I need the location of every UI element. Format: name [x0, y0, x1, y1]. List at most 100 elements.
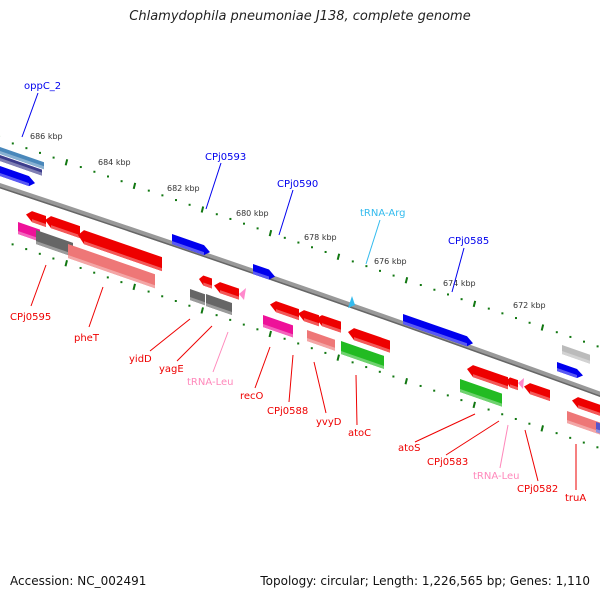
gene-cpj0588 [298, 310, 319, 327]
upper-ruler-minor-tick [229, 217, 232, 220]
ruler-label: 684 kbp [98, 158, 131, 167]
gene-shade [578, 405, 600, 416]
gene-phet [78, 230, 162, 272]
lower-ruler-minor-tick [215, 314, 218, 317]
gene-label: CPj0588 [267, 406, 308, 417]
gene-shade [403, 321, 467, 347]
upper-ruler-minor-tick [79, 166, 82, 169]
genome-backbone [0, 183, 600, 397]
lower-ruler-minor-tick [378, 370, 381, 373]
ruler-label: 672 kbp [513, 301, 546, 310]
label-leader [149, 318, 191, 352]
lower-ruler-minor-tick [310, 347, 313, 350]
lower-ruler-minor-tick [25, 248, 28, 251]
label-leader [21, 92, 39, 138]
gene-shade [510, 384, 518, 391]
lower-ruler-major-tick [336, 354, 340, 361]
gene-feature [562, 345, 590, 364]
gene-yidd [199, 275, 212, 289]
gene-label: CPj0593 [205, 152, 246, 163]
gene-feature [341, 341, 384, 369]
trna-leu-marker [518, 378, 524, 389]
gene-label: recO [240, 391, 264, 402]
gene-shade [562, 351, 590, 364]
gene-feature [45, 216, 80, 239]
gene-shade [18, 231, 40, 242]
lower-ruler-major-tick [472, 401, 476, 409]
lower-ruler-minor-tick [256, 328, 259, 331]
upper-ruler-minor-tick [11, 142, 14, 145]
lower-ruler-major-tick [268, 330, 272, 338]
gene-feature [190, 289, 205, 306]
lower-ruler-major-tick [64, 260, 68, 267]
gene-label: tRNA-Arg [360, 208, 405, 219]
gene-shade [596, 429, 600, 434]
upper-ruler-major-tick [404, 277, 409, 284]
upper-ruler-minor-tick [569, 335, 572, 338]
lower-ruler-minor-tick [433, 389, 436, 392]
gene-body [36, 230, 73, 257]
label-leader [30, 264, 47, 307]
lower-ruler-minor-tick [446, 394, 449, 397]
gene-shade [203, 282, 212, 289]
upper-ruler-minor-tick [447, 293, 449, 296]
upper-ruler-minor-tick [161, 194, 164, 197]
gene-label: CPj0583 [427, 457, 468, 468]
lower-ruler-major-tick [540, 425, 544, 432]
gene-label: yagE [159, 364, 184, 375]
upper-ruler-minor-tick [487, 307, 490, 310]
gene-body [263, 315, 293, 338]
gene-feature [567, 411, 600, 435]
gene-feature [18, 222, 40, 242]
lower-ruler-minor-tick [324, 351, 327, 354]
upper-ruler-major-tick [336, 253, 341, 260]
upper-ruler-minor-tick [515, 317, 517, 320]
gene-shade [172, 241, 204, 256]
gene-label: tRNA-Leu [187, 377, 233, 388]
lower-ruler-minor-tick [555, 432, 558, 435]
gene-shade [530, 391, 550, 402]
label-leader [288, 354, 294, 403]
gene-shade [36, 241, 73, 257]
gene-feature [263, 315, 293, 338]
gene-shade [68, 255, 155, 289]
accession-text: Accession: NC_002491 [10, 574, 147, 588]
lower-ruler-minor-tick [351, 361, 354, 364]
gene-body [341, 341, 384, 369]
lower-ruler-minor-tick [188, 304, 191, 307]
upper-ruler-minor-tick [583, 340, 585, 343]
upper-ruler-major-tick [472, 300, 477, 308]
gene-label: oppC_2 [24, 81, 61, 92]
gene-shade [354, 337, 390, 353]
upper-ruler-minor-tick [107, 175, 109, 178]
gene-body [557, 362, 583, 378]
ruler-label: 680 kbp [236, 209, 269, 218]
gene-shade [460, 389, 502, 407]
gene-cpj0582 [524, 383, 550, 402]
upper-ruler-major-tick [200, 206, 205, 213]
lower-ruler-minor-tick [38, 252, 41, 255]
lower-ruler-minor-tick [419, 384, 422, 387]
lower-ruler-minor-tick [501, 413, 504, 416]
upper-ruler-minor-tick [351, 260, 354, 263]
gene-atos [467, 365, 508, 390]
gene-feature [0, 166, 35, 187]
gene-shade [322, 323, 341, 333]
gene-body [68, 244, 155, 289]
ruler-label: 674 kbp [443, 279, 476, 288]
label-leader [205, 162, 222, 210]
upper-ruler-minor-tick [25, 147, 28, 150]
lower-ruler-minor-tick [242, 323, 245, 326]
gene-yvyd [316, 315, 341, 333]
upper-ruler-minor-tick [120, 180, 123, 183]
gene-shade [0, 173, 29, 187]
gene-shade [220, 290, 239, 300]
upper-ruler-minor-tick [311, 246, 313, 249]
gene-cpj0590 [253, 264, 275, 280]
upper-ruler-minor-tick [419, 284, 422, 287]
gene-shade [557, 368, 577, 378]
gene-shade [206, 303, 232, 316]
label-leader [212, 331, 229, 373]
